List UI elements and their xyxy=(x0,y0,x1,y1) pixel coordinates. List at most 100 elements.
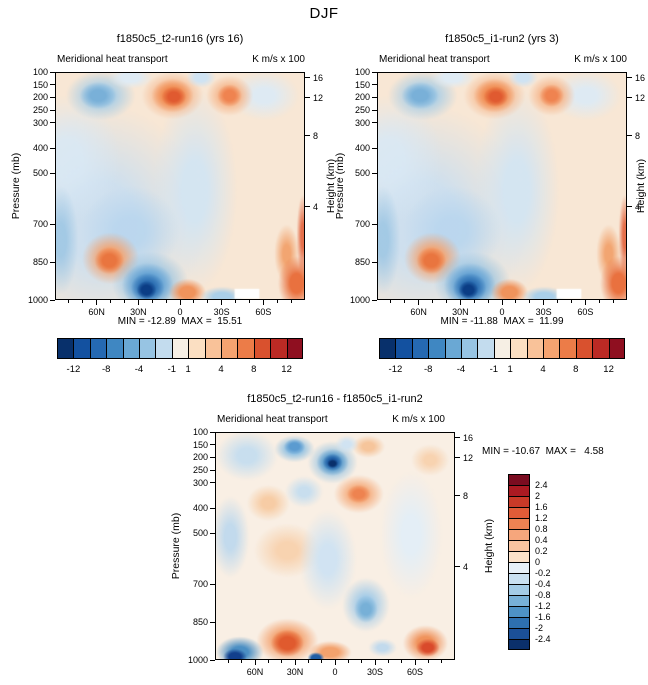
colorbar-tick-label: -0.2 xyxy=(535,568,551,578)
colorbar-cell xyxy=(411,338,429,359)
height-tick xyxy=(627,97,632,99)
latitude-tick xyxy=(515,300,517,303)
colorbar-tick-label: 0.8 xyxy=(535,524,548,534)
colorbar-tick-label: 8 xyxy=(251,364,257,375)
pressure-tick-label: 850 xyxy=(32,257,48,267)
colorbar-cell xyxy=(508,628,530,639)
pressure-tick-label: 500 xyxy=(32,168,48,179)
min-max-stats: MIN = -10.67 MAX = 4.58 xyxy=(482,446,604,457)
latitude-tick-label: 30N xyxy=(286,667,304,677)
panel-title: f1850c5_t2-run16 (yrs 16) xyxy=(116,33,244,45)
pressure-tick xyxy=(50,84,55,86)
colorbar-cell xyxy=(237,338,254,359)
latitude-tick xyxy=(151,300,153,303)
colorbar-cell xyxy=(508,606,530,617)
colorbar-cell xyxy=(508,507,530,518)
latitude-tick-label: 60S xyxy=(577,307,594,317)
latitude-tick xyxy=(110,300,112,303)
colorbar-cell xyxy=(171,338,189,359)
pressure-tick-label: 300 xyxy=(32,117,48,128)
colorbar-cell xyxy=(508,551,530,562)
pressure-tick xyxy=(50,299,55,301)
colorbar-cell xyxy=(508,485,530,496)
latitude-tick xyxy=(612,300,614,303)
latitude-tick xyxy=(598,300,600,303)
height-tick-label: 16 xyxy=(313,72,324,83)
latitude-tick xyxy=(404,300,406,303)
pressure-tick xyxy=(210,482,215,484)
pressure-tick xyxy=(50,122,55,124)
colorbar-tick-label: -12 xyxy=(66,364,81,375)
latitude-tick xyxy=(235,300,237,303)
height-tick xyxy=(305,77,310,79)
colorbar-cell xyxy=(508,496,530,507)
latitude-tick-label: 60S xyxy=(255,307,272,317)
contour-plot-top-right xyxy=(377,72,627,300)
pressure-tick-label: 1000 xyxy=(27,295,48,305)
latitude-tick xyxy=(487,300,489,303)
latitude-tick xyxy=(179,300,181,305)
pressure-tick-label: 250 xyxy=(354,105,370,115)
pressure-tick-label: 150 xyxy=(32,79,48,90)
latitude-tick-label: 0 xyxy=(332,667,338,677)
colorbar-tick-label: 4 xyxy=(540,364,546,375)
pressure-tick xyxy=(210,431,215,433)
colorbar-tick-label: -4 xyxy=(134,364,144,375)
colorbar-tick-label: -8 xyxy=(423,364,433,375)
colorbar-tick-label: 12 xyxy=(603,364,614,375)
colorbar-tick-label: 0.2 xyxy=(535,546,548,556)
colorbar-cell xyxy=(508,595,530,606)
subtitle-variable: Meridional heat transport xyxy=(379,54,490,65)
latitude-tick xyxy=(543,300,545,305)
colorbar-cell xyxy=(508,474,530,485)
min-max-stats: MIN = -11.88 MAX = 11.99 xyxy=(440,316,564,327)
height-tick-label: 4 xyxy=(635,201,641,212)
pressure-tick xyxy=(372,147,377,149)
height-tick-label: 12 xyxy=(635,92,646,103)
latitude-tick xyxy=(441,660,443,663)
colorbar-tick-label: -8 xyxy=(101,364,111,375)
pressure-axis-label: Pressure (mb) xyxy=(334,152,346,220)
colorbar-cell xyxy=(379,338,396,359)
colorbar-cell xyxy=(477,338,494,359)
colorbar-cell xyxy=(592,338,609,359)
colorbar-tick-label: -12 xyxy=(388,364,403,375)
latitude-tick-label: 0 xyxy=(177,307,183,317)
latitude-tick xyxy=(307,660,309,663)
pressure-axis-label: Pressure (mb) xyxy=(10,152,22,220)
colorbar-cell xyxy=(508,584,530,595)
colorbar-cell xyxy=(188,338,205,359)
latitude-tick xyxy=(96,300,98,305)
contour-plot-top-left xyxy=(55,72,305,300)
pressure-tick-label: 850 xyxy=(354,257,370,267)
contour-plot-difference xyxy=(215,432,455,660)
colorbar-cell xyxy=(543,338,560,359)
colorbar-cell xyxy=(461,338,478,359)
colorbar-tick-label: -1.2 xyxy=(535,601,551,611)
latitude-tick xyxy=(459,300,461,305)
colorbar-cell xyxy=(559,338,576,359)
latitude-tick xyxy=(347,660,349,663)
latitude-tick-label: 60N xyxy=(246,667,264,677)
pressure-axis-label: Pressure (mb) xyxy=(170,512,182,580)
latitude-tick xyxy=(262,300,264,305)
latitude-tick xyxy=(418,300,420,305)
height-tick xyxy=(305,206,310,208)
latitude-tick xyxy=(294,660,296,665)
colorbar-frame xyxy=(379,338,625,359)
colorbar-cell xyxy=(286,338,303,359)
height-tick xyxy=(305,97,310,99)
latitude-tick xyxy=(165,300,167,303)
contour-field xyxy=(378,73,626,299)
pressure-tick-label: 250 xyxy=(192,465,208,475)
subtitle-variable: Meridional heat transport xyxy=(217,414,328,425)
pressure-tick-label: 150 xyxy=(354,79,370,90)
height-tick-label: 8 xyxy=(463,490,469,501)
height-tick-label: 16 xyxy=(463,432,474,443)
colorbar-tick-label: 1 xyxy=(507,364,513,375)
height-tick xyxy=(455,495,460,497)
height-tick xyxy=(627,135,632,137)
pressure-tick xyxy=(372,299,377,301)
latitude-tick xyxy=(473,300,475,303)
latitude-tick xyxy=(414,660,416,665)
